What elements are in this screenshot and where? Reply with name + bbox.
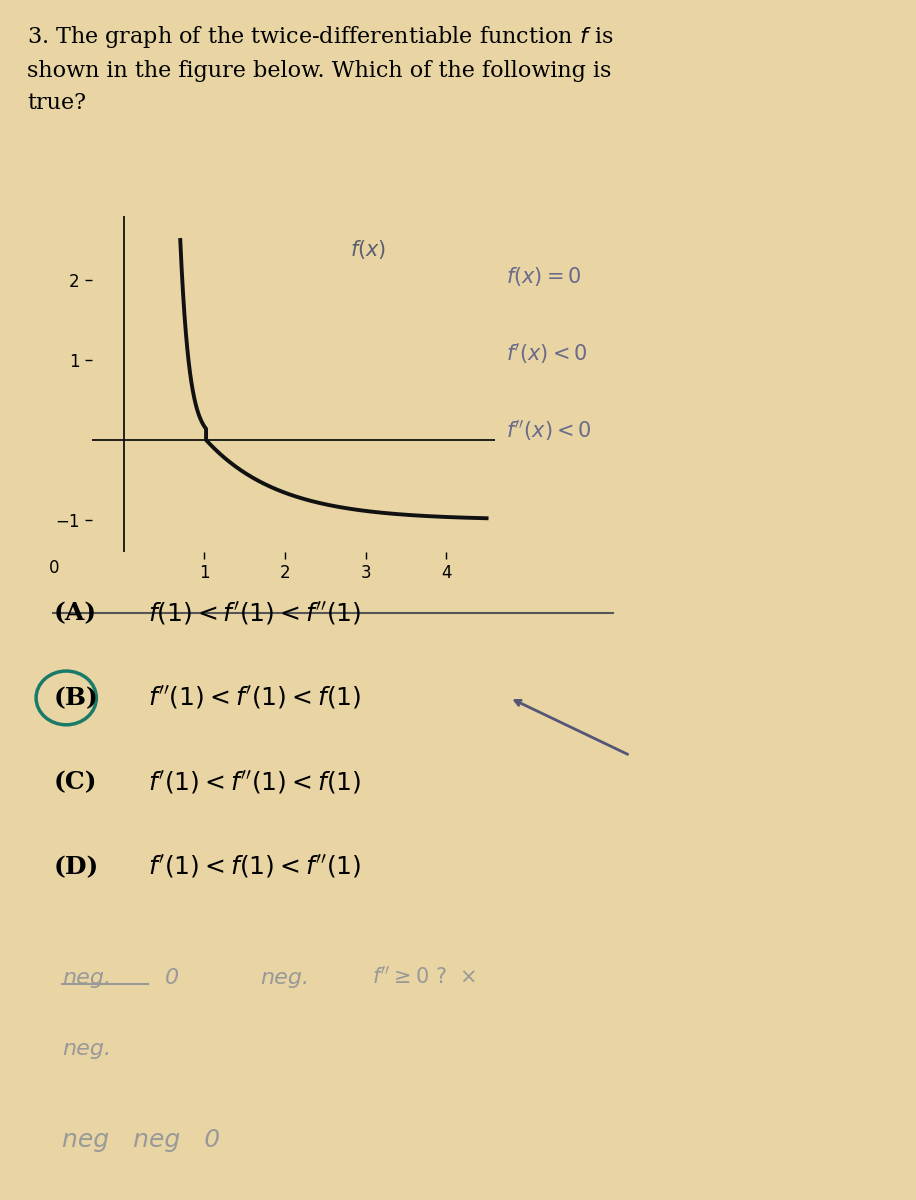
- Text: 0: 0: [165, 967, 180, 988]
- Text: $f''(1) < f'(1) < f(1)$: $f''(1) < f'(1) < f(1)$: [148, 684, 362, 712]
- Text: (A): (A): [53, 601, 96, 625]
- Text: neg.: neg.: [62, 967, 111, 988]
- Text: $f(x)$: $f(x)$: [350, 238, 386, 260]
- Text: $f(1) < f'(1) < f''(1)$: $f(1) < f'(1) < f''(1)$: [148, 600, 362, 626]
- Text: (B): (B): [53, 686, 98, 710]
- Text: $f'(x) < 0$: $f'(x) < 0$: [506, 341, 587, 366]
- Text: 3. The graph of the twice-differentiable function $f$ is
shown in the figure bel: 3. The graph of the twice-differentiable…: [27, 24, 614, 114]
- Text: (D): (D): [53, 854, 99, 878]
- Text: $f'(1) < f''(1) < f(1)$: $f'(1) < f''(1) < f(1)$: [148, 769, 362, 796]
- Text: neg.: neg.: [62, 1039, 111, 1058]
- Text: neg.: neg.: [260, 967, 309, 988]
- Text: $f''(x) < 0$: $f''(x) < 0$: [506, 419, 592, 443]
- Text: $f'' \geq 0$ ?  $\times$: $f'' \geq 0$ ? $\times$: [372, 966, 476, 988]
- Text: 0: 0: [49, 559, 60, 577]
- Text: $f(x) = 0$: $f(x) = 0$: [506, 265, 581, 288]
- Text: neg   neg   0: neg neg 0: [62, 1128, 220, 1152]
- Text: (C): (C): [53, 770, 97, 794]
- Text: $f'(1) < f(1) < f''(1)$: $f'(1) < f(1) < f''(1)$: [148, 853, 362, 881]
